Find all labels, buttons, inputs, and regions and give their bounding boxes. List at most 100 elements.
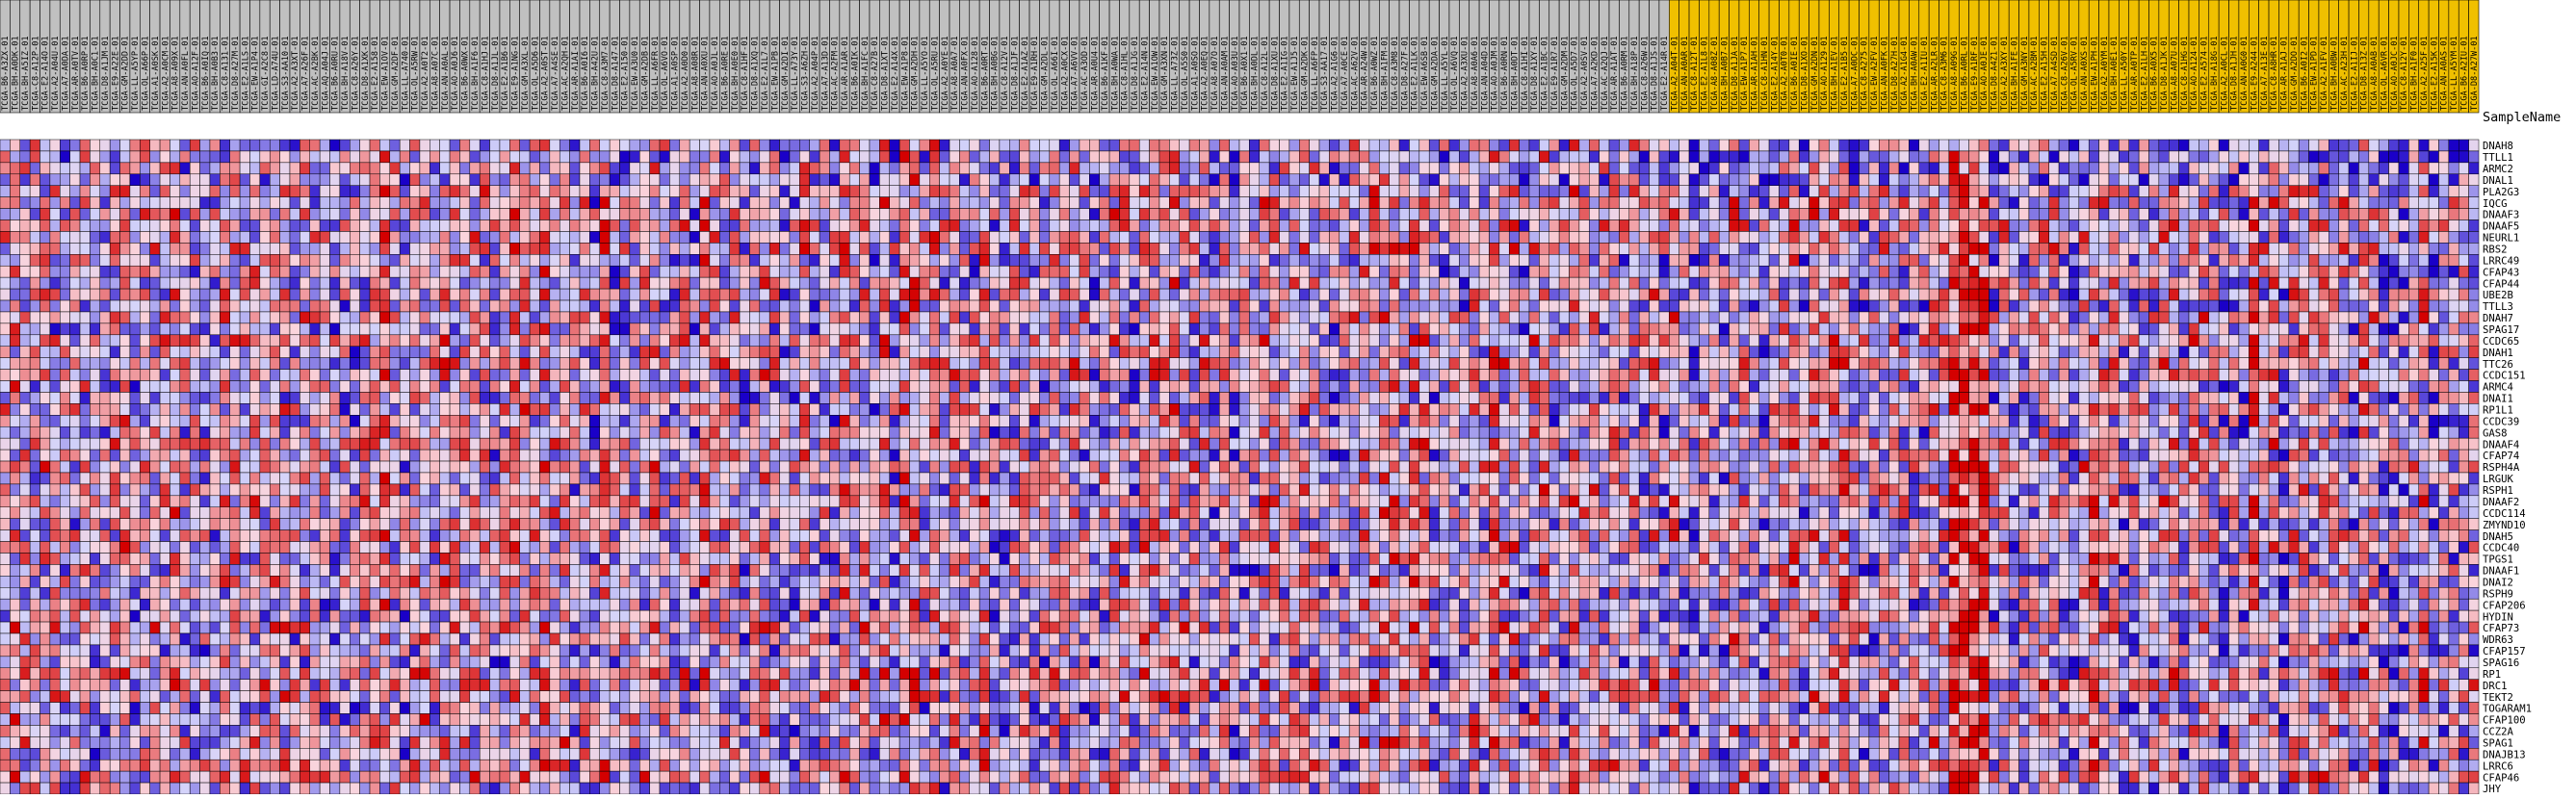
heatmap-cell [149, 231, 161, 244]
sample-label: TCGA-BH-A18G-01 [2210, 36, 2220, 111]
heatmap-cell [699, 243, 711, 255]
heatmap-cell [909, 219, 921, 232]
heatmap-cell [799, 231, 810, 244]
heatmap-cell [1569, 311, 1580, 324]
heatmap-cell [1959, 265, 1969, 278]
heatmap-cell [249, 219, 261, 232]
sample-label: TCGA-AN-A0AR-01 [1680, 36, 1690, 111]
heatmap-cell [259, 346, 271, 358]
heatmap-cell [2388, 311, 2400, 324]
heatmap-cell [220, 162, 230, 175]
heatmap-cell [978, 276, 990, 290]
heatmap-cell [1028, 150, 1040, 164]
heatmap-cell [1669, 231, 1679, 244]
heatmap-cell [639, 311, 650, 324]
heatmap-cell [719, 265, 730, 278]
heatmap-cell [959, 162, 971, 175]
heatmap-cell [2039, 219, 2049, 232]
heatmap-cell [1968, 231, 1980, 244]
heatmap-cell [2398, 150, 2409, 164]
heatmap-cell [0, 265, 11, 278]
heatmap-cell [2078, 288, 2090, 301]
heatmap-cell [1279, 208, 1290, 220]
heatmap-cell [2199, 196, 2210, 209]
heatmap-cell [1718, 231, 1730, 244]
heatmap-cell [1409, 254, 1420, 267]
heatmap-cell [1218, 208, 1230, 220]
heatmap-cell [1108, 265, 1120, 278]
heatmap-cell [669, 219, 681, 232]
heatmap-cell [1548, 322, 1560, 336]
sample-label: TCGA-EW-A1OV-01 [381, 36, 391, 111]
heatmap-cell [2468, 219, 2480, 232]
heatmap-cell [1069, 288, 1080, 301]
heatmap-cell [2288, 311, 2300, 324]
heatmap-cell [1558, 276, 1570, 290]
sample-label: TCGA-LL-A6FR-01 [651, 36, 661, 111]
heatmap-cell [49, 219, 61, 232]
heatmap-cell [439, 311, 451, 324]
heatmap-cell [209, 208, 221, 220]
heatmap-cell [1848, 311, 1860, 324]
sample-label: TCGA-A8-A09X-01 [171, 36, 181, 111]
heatmap-cell [439, 196, 451, 209]
heatmap-cell [1149, 162, 1160, 175]
heatmap-cell [1879, 243, 1889, 255]
heatmap-cell [1718, 162, 1730, 175]
heatmap-cell [1959, 185, 1969, 197]
heatmap-cell [1558, 299, 1570, 313]
heatmap-cell [749, 276, 761, 290]
heatmap-cell [909, 288, 921, 301]
heatmap-cell [1688, 254, 1700, 267]
heatmap-cell [1379, 299, 1390, 313]
heatmap-cell [2388, 173, 2400, 186]
heatmap-cell [1149, 139, 1160, 152]
heatmap-cell [1398, 299, 1410, 313]
heatmap-cell [639, 254, 650, 267]
heatmap-cell [169, 162, 181, 175]
heatmap-cell [1418, 276, 1430, 290]
heatmap-cell [1299, 276, 1310, 290]
heatmap-cell [1028, 162, 1040, 175]
heatmap-cell [1758, 322, 1770, 336]
heatmap-cell [1678, 139, 1690, 152]
heatmap-cell [2249, 299, 2259, 313]
heatmap-cell [1879, 311, 1889, 324]
heatmap-cell [2238, 231, 2250, 244]
heatmap-cell [1708, 299, 1720, 313]
heatmap-cell [1599, 196, 1610, 209]
heatmap-cell [1599, 185, 1610, 197]
heatmap-cell [319, 173, 330, 186]
heatmap-cell [209, 243, 221, 255]
heatmap-cell [959, 208, 971, 220]
sample-label: TCGA-OL-A5RW-01 [411, 36, 421, 111]
sample-label: TCGA-C8-A1HF-01 [741, 36, 750, 111]
heatmap-cell [1539, 265, 1550, 278]
heatmap-cell [1149, 311, 1160, 324]
heatmap-cell [109, 243, 120, 255]
heatmap-cell [1389, 162, 1400, 175]
heatmap-cell [1359, 288, 1370, 301]
heatmap-cell [49, 299, 61, 313]
heatmap-cell [1238, 322, 1250, 336]
heatmap-cell [579, 299, 590, 313]
heatmap-cell [2218, 322, 2229, 336]
heatmap-cell [2418, 173, 2430, 186]
heatmap-cell [2138, 243, 2149, 255]
heatmap-cell [1019, 173, 1030, 186]
heatmap-cell [1238, 196, 1250, 209]
heatmap-cell [1699, 139, 1710, 152]
heatmap-cell [2348, 162, 2359, 175]
heatmap-cell [1779, 334, 1790, 347]
heatmap-cell [1259, 276, 1270, 290]
heatmap-cell [449, 311, 460, 324]
heatmap-cell [49, 311, 61, 324]
heatmap-cell [1459, 322, 1470, 336]
heatmap-cell [889, 196, 900, 209]
heatmap-cell [169, 185, 181, 197]
heatmap-cell [1888, 173, 1900, 186]
heatmap-cell [1249, 243, 1261, 255]
heatmap-cell [29, 243, 40, 255]
heatmap-cell [2318, 299, 2329, 313]
heatmap-cell [159, 265, 170, 278]
